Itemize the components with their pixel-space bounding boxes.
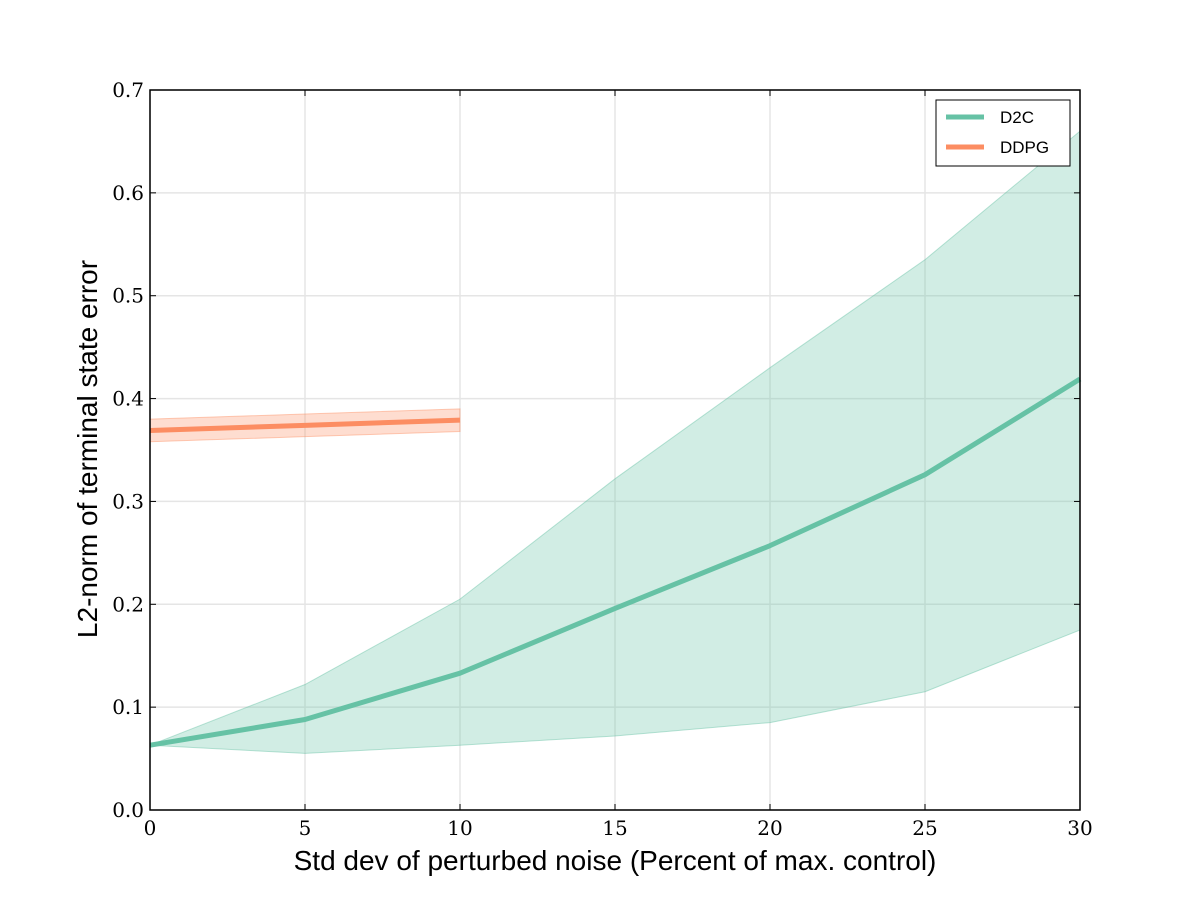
x-axis-title: Std dev of perturbed noise (Percent of m… xyxy=(294,845,937,876)
x-tick-labels: 0 5 10 15 20 25 30 xyxy=(144,816,1093,840)
x-tick-label: 20 xyxy=(757,816,782,840)
y-tick-label: 0.2 xyxy=(112,592,144,616)
y-tick-label: 0.6 xyxy=(112,181,144,205)
axis-ticks xyxy=(149,89,1081,811)
x-tick-label: 5 xyxy=(299,816,312,840)
x-tick-label: 25 xyxy=(912,816,937,840)
y-tick-labels: 0.0 0.1 0.2 0.3 0.4 0.5 0.6 0.7 xyxy=(112,78,144,822)
y-tick-label: 0.3 xyxy=(112,489,144,513)
legend-box xyxy=(935,99,1071,167)
y-tick-label: 0.1 xyxy=(112,695,144,719)
x-tick-label: 30 xyxy=(1067,816,1092,840)
line-d2c xyxy=(149,376,1082,748)
legend: D2C DDPG xyxy=(935,99,1071,167)
y-tick-label: 0.7 xyxy=(112,78,144,102)
x-tick-label: 15 xyxy=(602,816,627,840)
x-tick-label: 10 xyxy=(447,816,472,840)
series-lines xyxy=(149,376,1082,748)
grid xyxy=(149,89,1081,811)
y-tick-label: 0.0 xyxy=(112,798,144,822)
line-ddpg xyxy=(149,417,461,433)
legend-label-ddpg: DDPG xyxy=(1000,138,1049,157)
legend-label-d2c: D2C xyxy=(1000,108,1034,127)
x-tick-label: 0 xyxy=(144,816,157,840)
y-axis-title: L2-norm of terminal state error xyxy=(72,260,103,638)
y-tick-label: 0.5 xyxy=(112,284,144,308)
y-tick-label: 0.4 xyxy=(112,387,144,411)
